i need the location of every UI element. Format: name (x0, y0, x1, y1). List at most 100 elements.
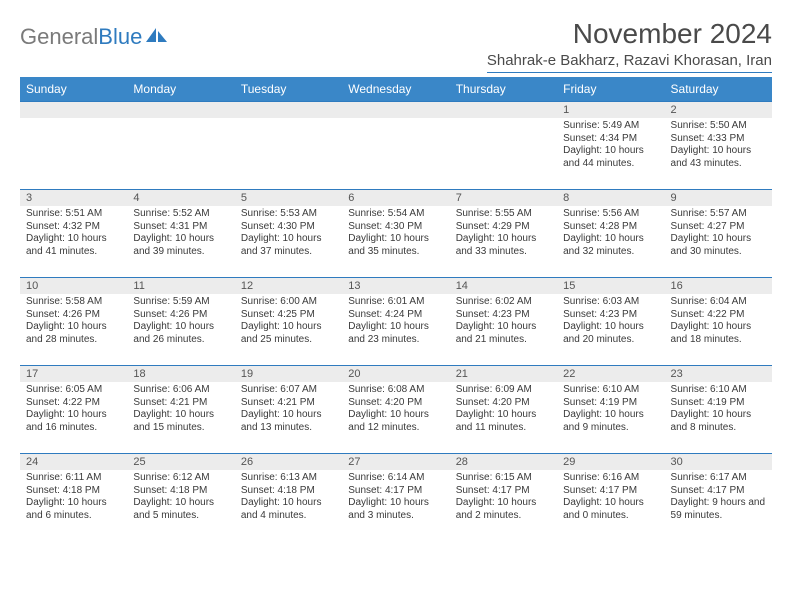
sunrise-text: Sunrise: 6:06 AM (133, 384, 228, 397)
daylight-text: Daylight: 10 hours and 30 minutes. (671, 233, 766, 258)
sunrise-text: Sunrise: 6:07 AM (241, 384, 336, 397)
daylight-text: Daylight: 10 hours and 5 minutes. (133, 497, 228, 522)
sunrise-text: Sunrise: 6:10 AM (563, 384, 658, 397)
daylight-text: Daylight: 10 hours and 39 minutes. (133, 233, 228, 258)
logo-text-1: General (20, 24, 98, 50)
calendar-cell: 13Sunrise: 6:01 AMSunset: 4:24 PMDayligh… (342, 278, 449, 366)
sunrise-text: Sunrise: 6:16 AM (563, 472, 658, 485)
sunrise-text: Sunrise: 6:12 AM (133, 472, 228, 485)
sunrise-text: Sunrise: 6:11 AM (26, 472, 121, 485)
sunset-text: Sunset: 4:28 PM (563, 221, 658, 234)
daylight-text: Daylight: 10 hours and 15 minutes. (133, 409, 228, 434)
calendar-cell: 4 Sunrise: 5:52 AMSunset: 4:31 PMDaylight… (127, 190, 234, 278)
daylight-text: Daylight: 10 hours and 6 minutes. (26, 497, 121, 522)
day-number: 29 (557, 454, 664, 470)
sunset-text: Sunset: 4:25 PM (241, 309, 336, 322)
sunset-text: Sunset: 4:20 PM (348, 397, 443, 410)
calendar-week-row: 1Sunrise: 5:49 AMSunset: 4:34 PMDaylight… (20, 102, 772, 190)
day-number: 27 (342, 454, 449, 470)
day-content: Sunrise: 5:57 AMSunset: 4:27 PMDaylight:… (665, 206, 772, 262)
sunrise-text: Sunrise: 5:53 AM (241, 208, 336, 221)
day-content: Sunrise: 6:06 AMSunset: 4:21 PMDaylight:… (127, 382, 234, 438)
day-number (20, 102, 127, 118)
day-number: 14 (450, 278, 557, 294)
day-number: 30 (665, 454, 772, 470)
col-tuesday: Tuesday (235, 77, 342, 102)
sunset-text: Sunset: 4:33 PM (671, 133, 766, 146)
day-number: 23 (665, 366, 772, 382)
col-wednesday: Wednesday (342, 77, 449, 102)
day-number: 15 (557, 278, 664, 294)
calendar-cell: 9Sunrise: 5:57 AMSunset: 4:27 PMDaylight… (665, 190, 772, 278)
sunset-text: Sunset: 4:17 PM (456, 485, 551, 498)
calendar-cell: 26Sunrise: 6:13 AMSunset: 4:18 PMDayligh… (235, 454, 342, 542)
day-content: Sunrise: 5:54 AMSunset: 4:30 PMDaylight:… (342, 206, 449, 262)
daylight-text: Daylight: 10 hours and 28 minutes. (26, 321, 121, 346)
day-number: 5 (235, 190, 342, 206)
day-number (235, 102, 342, 118)
sunrise-text: Sunrise: 5:55 AM (456, 208, 551, 221)
sunrise-text: Sunrise: 5:56 AM (563, 208, 658, 221)
daylight-text: Daylight: 10 hours and 8 minutes. (671, 409, 766, 434)
day-content: Sunrise: 6:10 AMSunset: 4:19 PMDaylight:… (557, 382, 664, 438)
sunset-text: Sunset: 4:19 PM (671, 397, 766, 410)
sunset-text: Sunset: 4:34 PM (563, 133, 658, 146)
calendar-cell: 12Sunrise: 6:00 AMSunset: 4:25 PMDayligh… (235, 278, 342, 366)
sunset-text: Sunset: 4:31 PM (133, 221, 228, 234)
calendar-cell: 15Sunrise: 6:03 AMSunset: 4:23 PMDayligh… (557, 278, 664, 366)
sunrise-text: Sunrise: 5:49 AM (563, 120, 658, 133)
daylight-text: Daylight: 10 hours and 4 minutes. (241, 497, 336, 522)
daylight-text: Daylight: 10 hours and 21 minutes. (456, 321, 551, 346)
sunset-text: Sunset: 4:26 PM (133, 309, 228, 322)
calendar-cell: 7Sunrise: 5:55 AMSunset: 4:29 PMDaylight… (450, 190, 557, 278)
sunset-text: Sunset: 4:17 PM (671, 485, 766, 498)
day-content: Sunrise: 6:10 AMSunset: 4:19 PMDaylight:… (665, 382, 772, 438)
daylight-text: Daylight: 10 hours and 11 minutes. (456, 409, 551, 434)
daylight-text: Daylight: 10 hours and 44 minutes. (563, 145, 658, 170)
calendar-cell: 5Sunrise: 5:53 AMSunset: 4:30 PMDaylight… (235, 190, 342, 278)
day-number: 13 (342, 278, 449, 294)
calendar-cell: 17Sunrise: 6:05 AMSunset: 4:22 PMDayligh… (20, 366, 127, 454)
day-number: 28 (450, 454, 557, 470)
weekday-header-row: Sunday Monday Tuesday Wednesday Thursday… (20, 77, 772, 102)
day-number: 4 (127, 190, 234, 206)
daylight-text: Daylight: 10 hours and 43 minutes. (671, 145, 766, 170)
day-content: Sunrise: 6:01 AMSunset: 4:24 PMDaylight:… (342, 294, 449, 350)
sunrise-text: Sunrise: 5:52 AM (133, 208, 228, 221)
daylight-text: Daylight: 10 hours and 13 minutes. (241, 409, 336, 434)
calendar-cell: 25Sunrise: 6:12 AMSunset: 4:18 PMDayligh… (127, 454, 234, 542)
day-number: 20 (342, 366, 449, 382)
calendar-week-row: 24Sunrise: 6:11 AMSunset: 4:18 PMDayligh… (20, 454, 772, 542)
day-content: Sunrise: 5:49 AMSunset: 4:34 PMDaylight:… (557, 118, 664, 174)
calendar-cell: 1Sunrise: 5:49 AMSunset: 4:34 PMDaylight… (557, 102, 664, 190)
daylight-text: Daylight: 10 hours and 25 minutes. (241, 321, 336, 346)
page-title: November 2024 (487, 18, 772, 50)
col-thursday: Thursday (450, 77, 557, 102)
calendar-cell: 22Sunrise: 6:10 AMSunset: 4:19 PMDayligh… (557, 366, 664, 454)
calendar-cell (342, 102, 449, 190)
col-monday: Monday (127, 77, 234, 102)
sunrise-text: Sunrise: 5:59 AM (133, 296, 228, 309)
day-content: Sunrise: 6:16 AMSunset: 4:17 PMDaylight:… (557, 470, 664, 526)
day-number: 16 (665, 278, 772, 294)
daylight-text: Daylight: 10 hours and 41 minutes. (26, 233, 121, 258)
day-number: 18 (127, 366, 234, 382)
day-number: 21 (450, 366, 557, 382)
sunset-text: Sunset: 4:22 PM (26, 397, 121, 410)
calendar-cell: 24Sunrise: 6:11 AMSunset: 4:18 PMDayligh… (20, 454, 127, 542)
logo-text-2: Blue (98, 24, 142, 50)
day-content: Sunrise: 6:04 AMSunset: 4:22 PMDaylight:… (665, 294, 772, 350)
title-block: November 2024 Shahrak-e Bakharz, Razavi … (487, 18, 772, 73)
calendar-table: Sunday Monday Tuesday Wednesday Thursday… (20, 77, 772, 542)
day-content: Sunrise: 5:59 AMSunset: 4:26 PMDaylight:… (127, 294, 234, 350)
calendar-cell: 28Sunrise: 6:15 AMSunset: 4:17 PMDayligh… (450, 454, 557, 542)
sunset-text: Sunset: 4:17 PM (348, 485, 443, 498)
col-friday: Friday (557, 77, 664, 102)
day-content: Sunrise: 6:14 AMSunset: 4:17 PMDaylight:… (342, 470, 449, 526)
day-content: Sunrise: 6:00 AMSunset: 4:25 PMDaylight:… (235, 294, 342, 350)
day-content: Sunrise: 5:53 AMSunset: 4:30 PMDaylight:… (235, 206, 342, 262)
day-number: 10 (20, 278, 127, 294)
day-content: Sunrise: 6:12 AMSunset: 4:18 PMDaylight:… (127, 470, 234, 526)
calendar-cell: 19Sunrise: 6:07 AMSunset: 4:21 PMDayligh… (235, 366, 342, 454)
calendar-cell: 20Sunrise: 6:08 AMSunset: 4:20 PMDayligh… (342, 366, 449, 454)
